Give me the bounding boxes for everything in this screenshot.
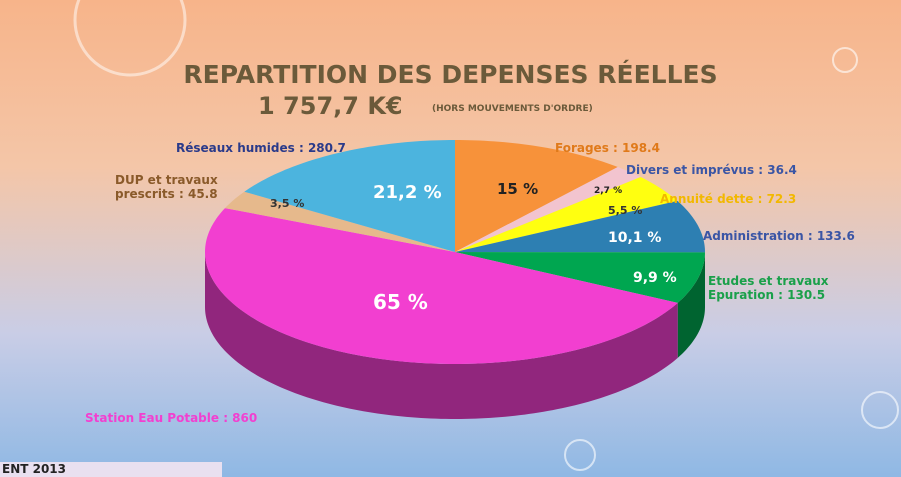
- bubble: [564, 439, 596, 471]
- category-label: Forages : 198.4: [555, 141, 660, 155]
- bubble: [861, 391, 899, 429]
- slice: [455, 140, 618, 252]
- category-label: DUP et travaux prescrits : 45.8: [115, 173, 218, 201]
- subtitle-note: (HORS MOUVEMENTS D'ORDRE): [432, 104, 593, 114]
- slice: [455, 176, 678, 252]
- category-label: Réseaux humides : 280.7: [176, 141, 346, 155]
- category-label: Station Eau Potable : 860: [85, 411, 258, 425]
- bubble: [73, 0, 187, 77]
- slice: [455, 252, 705, 303]
- slice: [455, 167, 641, 252]
- slice: [455, 200, 705, 253]
- value-label: 2,7 %: [594, 186, 623, 196]
- value-label: 21,2 %: [373, 182, 442, 203]
- slice-side: [205, 252, 678, 419]
- footer: ENT 2013: [0, 462, 222, 477]
- value-label: 9,9 %: [633, 270, 677, 286]
- chart-title: REPARTITION DES DEPENSES RÉELLES: [183, 60, 718, 89]
- category-label: Administration : 133.6: [703, 229, 855, 243]
- chart-subtitle: 1 757,7 K€: [258, 92, 403, 120]
- slice: [244, 140, 455, 252]
- slice-side: [677, 252, 705, 358]
- value-label: 15 %: [497, 180, 539, 198]
- value-label: 10,1 %: [608, 230, 662, 246]
- bubble: [832, 47, 858, 73]
- value-label: 65 %: [373, 290, 428, 314]
- category-label: Etudes et travaux Epuration : 130.5: [708, 274, 829, 302]
- category-label: Annuité dette : 72.3: [660, 192, 797, 206]
- value-label: 5,5 %: [608, 204, 643, 217]
- slice: [205, 208, 678, 364]
- slice: [225, 191, 455, 252]
- value-label: 3,5 %: [270, 197, 305, 210]
- category-label: Divers et imprévus : 36.4: [626, 163, 797, 177]
